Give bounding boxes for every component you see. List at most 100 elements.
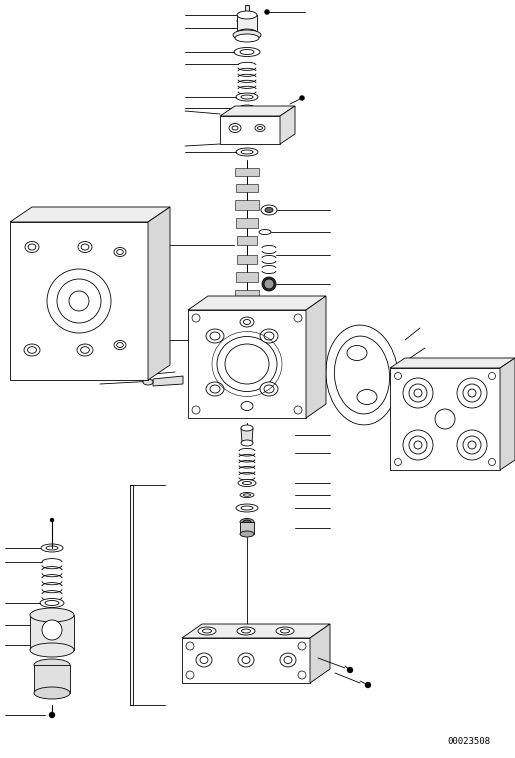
Ellipse shape	[41, 544, 63, 552]
Ellipse shape	[240, 49, 254, 55]
Circle shape	[42, 620, 62, 640]
Circle shape	[298, 671, 306, 679]
Circle shape	[294, 406, 302, 414]
Polygon shape	[390, 368, 500, 470]
Circle shape	[463, 384, 481, 402]
Polygon shape	[10, 207, 170, 222]
Ellipse shape	[240, 518, 254, 525]
Ellipse shape	[24, 344, 40, 356]
Circle shape	[192, 314, 200, 322]
Polygon shape	[153, 376, 183, 386]
Ellipse shape	[240, 531, 254, 537]
Ellipse shape	[244, 493, 250, 496]
Ellipse shape	[334, 336, 390, 414]
Ellipse shape	[241, 425, 253, 431]
Ellipse shape	[261, 205, 277, 215]
Ellipse shape	[284, 656, 292, 663]
Ellipse shape	[45, 600, 59, 606]
Circle shape	[365, 682, 371, 688]
Ellipse shape	[30, 608, 74, 622]
Polygon shape	[240, 522, 254, 534]
Ellipse shape	[46, 546, 58, 550]
Polygon shape	[30, 615, 74, 650]
Ellipse shape	[241, 95, 253, 99]
Ellipse shape	[258, 127, 263, 130]
Ellipse shape	[265, 208, 273, 212]
Polygon shape	[220, 116, 280, 144]
Ellipse shape	[264, 332, 274, 340]
Ellipse shape	[225, 344, 269, 384]
Circle shape	[300, 96, 304, 101]
Ellipse shape	[326, 325, 398, 425]
Polygon shape	[235, 168, 259, 176]
Circle shape	[463, 436, 481, 454]
Ellipse shape	[241, 150, 253, 154]
Polygon shape	[10, 222, 148, 380]
Polygon shape	[237, 255, 257, 264]
Circle shape	[414, 441, 422, 449]
Ellipse shape	[236, 148, 258, 156]
Polygon shape	[148, 207, 170, 380]
Ellipse shape	[240, 12, 254, 18]
Ellipse shape	[236, 93, 258, 101]
Ellipse shape	[255, 124, 265, 131]
Circle shape	[489, 372, 495, 380]
Bar	[130, 485, 133, 705]
Ellipse shape	[236, 504, 258, 512]
Circle shape	[294, 314, 302, 322]
Polygon shape	[182, 638, 310, 683]
Ellipse shape	[241, 506, 253, 510]
Ellipse shape	[210, 332, 220, 340]
Ellipse shape	[34, 687, 70, 699]
Ellipse shape	[34, 659, 70, 671]
Circle shape	[489, 459, 495, 465]
Ellipse shape	[243, 481, 251, 484]
Polygon shape	[182, 624, 330, 638]
Circle shape	[468, 389, 476, 397]
Ellipse shape	[202, 629, 212, 633]
Ellipse shape	[242, 656, 250, 663]
Ellipse shape	[241, 440, 253, 446]
Ellipse shape	[81, 244, 89, 250]
Circle shape	[457, 378, 487, 408]
Circle shape	[409, 436, 427, 454]
Ellipse shape	[28, 346, 37, 353]
Ellipse shape	[114, 248, 126, 256]
Ellipse shape	[240, 493, 254, 497]
Circle shape	[403, 430, 433, 460]
Polygon shape	[306, 296, 326, 418]
Ellipse shape	[78, 242, 92, 252]
Circle shape	[69, 291, 89, 311]
Ellipse shape	[235, 34, 259, 42]
Ellipse shape	[239, 105, 255, 111]
Ellipse shape	[232, 126, 238, 130]
Polygon shape	[34, 665, 70, 693]
Circle shape	[192, 406, 200, 414]
Polygon shape	[390, 358, 515, 368]
Circle shape	[457, 430, 487, 460]
Ellipse shape	[240, 317, 254, 327]
Circle shape	[403, 378, 433, 408]
Circle shape	[394, 459, 402, 465]
Circle shape	[394, 372, 402, 380]
Circle shape	[435, 409, 455, 429]
Polygon shape	[237, 15, 257, 33]
Ellipse shape	[237, 11, 257, 19]
Polygon shape	[236, 272, 258, 282]
Circle shape	[262, 277, 276, 291]
Ellipse shape	[234, 48, 260, 57]
Circle shape	[186, 642, 194, 650]
Ellipse shape	[200, 656, 208, 663]
Bar	[245, 5, 249, 12]
Polygon shape	[220, 106, 295, 116]
Circle shape	[47, 269, 111, 333]
Circle shape	[265, 10, 269, 14]
Ellipse shape	[198, 627, 216, 635]
Circle shape	[186, 671, 194, 679]
Ellipse shape	[81, 346, 90, 353]
Ellipse shape	[238, 480, 256, 487]
Ellipse shape	[117, 249, 123, 255]
Ellipse shape	[276, 627, 294, 635]
Polygon shape	[236, 218, 258, 228]
Ellipse shape	[40, 599, 64, 607]
